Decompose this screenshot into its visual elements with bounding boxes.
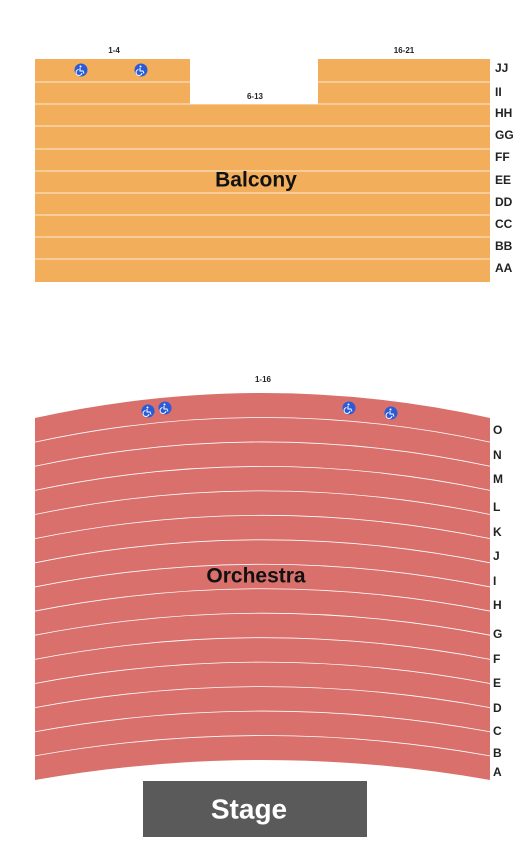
icon-figure bbox=[159, 406, 169, 414]
row-label: B bbox=[493, 746, 502, 760]
orchestra-section[interactable] bbox=[34, 393, 491, 780]
row-label: DD bbox=[495, 195, 513, 209]
balcony-section[interactable] bbox=[35, 59, 490, 282]
row-label: L bbox=[493, 500, 500, 514]
icon-head bbox=[146, 406, 149, 409]
row-divider bbox=[34, 735, 491, 757]
row-divider bbox=[34, 612, 491, 636]
row-divider bbox=[34, 710, 491, 733]
stage bbox=[143, 781, 367, 837]
accessible-seat-icon bbox=[158, 401, 172, 415]
accessible-seat-icon bbox=[342, 401, 356, 415]
row-divider bbox=[34, 514, 491, 540]
row-label: M bbox=[493, 472, 503, 486]
row-label: O bbox=[493, 423, 502, 437]
row-divider bbox=[34, 539, 491, 564]
section-label: 6-13 bbox=[247, 92, 264, 101]
accessible-seat-icon bbox=[141, 404, 155, 418]
row-divider bbox=[34, 490, 491, 515]
accessible-seat-icon bbox=[384, 406, 398, 420]
icon-figure bbox=[135, 68, 145, 76]
row-label: CC bbox=[495, 217, 513, 231]
row-label: K bbox=[493, 525, 502, 539]
row-label: N bbox=[493, 448, 502, 462]
row-label: A bbox=[493, 765, 502, 779]
row-divider bbox=[34, 417, 491, 443]
row-label: EE bbox=[495, 173, 511, 187]
row-label: E bbox=[493, 676, 501, 690]
row-label: C bbox=[493, 724, 502, 738]
row-label: JJ bbox=[495, 61, 508, 75]
icon-figure bbox=[343, 406, 353, 414]
icon-head bbox=[139, 65, 142, 68]
row-divider bbox=[34, 466, 491, 491]
row-label: F bbox=[493, 652, 500, 666]
section-label: 1-4 bbox=[108, 46, 120, 55]
row-divider bbox=[34, 661, 491, 684]
orchestra-label: Orchestra bbox=[206, 565, 306, 588]
row-label: I bbox=[493, 574, 496, 588]
row-label: G bbox=[493, 627, 502, 641]
icon-head bbox=[347, 403, 350, 406]
row-label: FF bbox=[495, 150, 510, 164]
row-label: D bbox=[493, 701, 502, 715]
section-label: 16-21 bbox=[394, 46, 415, 55]
icon-figure bbox=[142, 409, 152, 417]
row-label: HH bbox=[495, 106, 512, 120]
row-divider bbox=[34, 588, 491, 612]
row-label: AA bbox=[495, 261, 513, 275]
row-label: II bbox=[495, 85, 502, 99]
row-label: J bbox=[493, 549, 500, 563]
balcony-left-block bbox=[35, 59, 190, 104]
row-label: H bbox=[493, 598, 502, 612]
icon-head bbox=[79, 65, 82, 68]
row-divider bbox=[34, 637, 491, 660]
row-divider bbox=[34, 441, 491, 467]
icon-head bbox=[163, 403, 166, 406]
icon-figure bbox=[75, 68, 85, 76]
icon-head bbox=[389, 408, 392, 411]
section-label: 1-16 bbox=[255, 375, 272, 384]
row-divider bbox=[34, 563, 491, 588]
balcony-right-block bbox=[318, 59, 490, 104]
accessible-seat-icon bbox=[74, 63, 88, 77]
icon-figure bbox=[385, 411, 395, 419]
row-label: BB bbox=[495, 239, 513, 253]
accessible-seat-icon bbox=[134, 63, 148, 77]
row-label: GG bbox=[495, 128, 514, 142]
balcony-label: Balcony bbox=[215, 169, 297, 192]
row-divider bbox=[34, 686, 491, 708]
stage-label: Stage bbox=[211, 793, 287, 824]
orchestra-block bbox=[35, 393, 490, 780]
